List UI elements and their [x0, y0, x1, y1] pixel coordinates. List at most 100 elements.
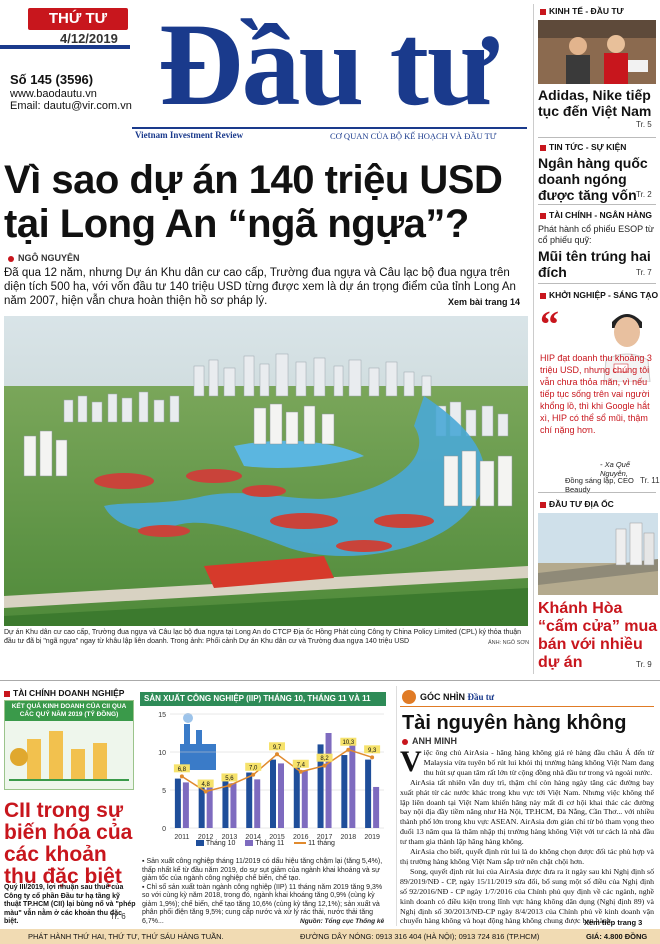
adidas-photo — [538, 20, 656, 84]
point-label-bg — [340, 737, 357, 746]
point-label: 10,3 — [342, 740, 354, 746]
ceo-quote: HIP đạt doanh thu khoảng 3 triệu USD, nh… — [540, 353, 652, 435]
khanh-hoa-photo — [538, 513, 658, 595]
bar-thang-10 — [365, 759, 372, 828]
x-tick-label: 2013 — [222, 834, 238, 841]
main-headline[interactable]: Vì sao dự án 140 triệu USD tại Long An “… — [4, 158, 530, 246]
opinion-column — [396, 686, 658, 926]
opinion-dropcap: V — [400, 745, 422, 778]
legend-swatch-11m — [294, 842, 307, 845]
column-divider — [533, 4, 534, 674]
sidebar-separator — [538, 137, 656, 138]
point-label-bg — [245, 762, 262, 771]
cii-infographic: KẾT QUẢ KINH DOANH CỦA CII QUA CÁC QUÝ N… — [4, 700, 134, 790]
main-headline-line1: Vì sao dự án 140 triệu USD — [4, 158, 503, 202]
point-label: 7,0 — [249, 765, 258, 771]
opinion-label-text: GÓC NHÌN — [420, 692, 465, 702]
bottom-rule — [0, 680, 660, 681]
bar-thang-10 — [270, 759, 276, 828]
construction-site-illustration — [538, 513, 658, 595]
bar-thang-10 — [174, 778, 181, 828]
main-see-page[interactable]: Xem bài trang 14 — [448, 297, 521, 307]
point-11-thang — [227, 783, 232, 788]
point-label: 9,3 — [368, 748, 377, 754]
x-tick-label: 2018 — [341, 834, 357, 841]
point-label-bg — [364, 745, 381, 754]
footer-bar — [0, 929, 660, 944]
sidebar-headline-adidas[interactable]: Adidas, Nike tiếp tục đến Việt Nam — [538, 87, 652, 119]
header-rule — [0, 45, 130, 49]
bar-thang-11 — [349, 744, 356, 828]
bar-thang-11 — [182, 782, 189, 828]
bar-thang-11 — [301, 770, 308, 828]
bar-thang-11 — [278, 763, 284, 828]
iip-chart-svg: 0 5 10 15 2011 2012 2013 2014 2015 2016 2017 2018 20… — [158, 712, 384, 841]
main-photo — [4, 316, 528, 626]
x-tick-label: 2012 — [198, 834, 214, 841]
main-headline-line2: tại Long An “ngã ngựa”? — [4, 202, 469, 246]
x-tick-label: 2011 — [174, 834, 189, 841]
opinion-paragraph-1: iệc ông chủ AirAsia - hãng hàng không gi… — [423, 748, 654, 777]
iip-bullet-1-text: Sản xuất công nghiệp tháng 11/2019 có dấ… — [142, 858, 383, 882]
point-11-thang — [346, 747, 351, 752]
ceo-role: Đồng sáng lập, CEO Beaudy — [565, 476, 634, 494]
y-tick-label: 0 — [162, 826, 166, 833]
sidebar-headline-esop[interactable]: Mũi tên trúng hai đích — [538, 248, 651, 280]
sidebar-separator — [538, 492, 656, 493]
ceo-portrait — [596, 304, 658, 382]
footer-publishing: PHÁT HÀNH THỨ HAI, THỨ TƯ, THỨ SÁU HÀNG … — [28, 932, 224, 941]
person-portrait-icon — [596, 304, 658, 382]
point-11-thang — [370, 755, 375, 760]
legend-swatch-t11 — [245, 840, 254, 847]
bottom-section-finance: TÀI CHÍNH DOANH NGHIỆP — [4, 688, 124, 698]
sidebar-section-news: TIN TỨC - SỰ KIỆN — [540, 142, 626, 152]
iip-bullet-2-text: Chỉ số sản xuất toàn ngành công nghiệp (… — [142, 883, 383, 925]
opinion-paragraph-3: AirAsia cho biết, quyết định rút lui là … — [400, 847, 654, 866]
website-link[interactable]: www.baodautu.vn — [10, 88, 97, 100]
factory-icon — [180, 713, 216, 770]
point-label: 9,7 — [273, 745, 282, 751]
sidebar-headline-khanh-hoa[interactable]: Khánh Hòa “cấm cửa” mua bán với nhiều dự… — [538, 600, 658, 671]
point-11-thang — [251, 772, 256, 777]
point-11-thang — [322, 763, 327, 768]
point-label: 4,8 — [201, 782, 210, 788]
sidebar-page-2: Tr. 2 — [636, 190, 652, 199]
point-11-thang — [298, 769, 303, 774]
legend-label-11m: 11 tháng — [308, 840, 335, 847]
masthead-logo: Đầu tư — [158, 0, 497, 130]
iip-chart-legend: Tháng 10 Tháng 11 11 tháng — [196, 840, 386, 852]
bar-thang-11 — [206, 785, 213, 828]
point-label: 7,4 — [297, 762, 306, 768]
sidebar-page-9: Tr. 9 — [636, 660, 652, 669]
email-link[interactable]: Email: dautu@vir.com.vn — [10, 100, 132, 112]
legend-swatch-t10 — [196, 840, 204, 847]
point-label-bg — [197, 779, 214, 788]
y-tick-label: 15 — [158, 712, 166, 719]
cii-headline[interactable]: CII trong sự biến hóa của các khoản thu … — [4, 799, 133, 888]
point-label-bg — [221, 773, 238, 782]
cii-body: Quý III/2019, lợi nhuận sau thuế của Côn… — [4, 884, 136, 926]
y-tick-label: 5 — [162, 788, 166, 795]
cii-coins-chart — [9, 731, 129, 781]
opinion-paragraph-4: Song, quyết định rút lui của AirAsia đượ… — [400, 866, 654, 926]
point-label-bg — [292, 759, 309, 768]
legend-label-t10: Tháng 10 — [205, 840, 236, 847]
bar-thang-10 — [198, 786, 205, 828]
x-tick-label: 2014 — [245, 834, 261, 841]
sidebar-esop-subhead: Phát hành cổ phiếu ESOP từ cổ phiếu quỹ: — [538, 224, 654, 245]
point-label-bg — [316, 753, 333, 762]
iip-source: Nguồn: Tổng cục Thống kê — [300, 918, 385, 925]
bar-thang-10 — [293, 765, 300, 828]
iip-chart-title: SẢN XUẤT CÔNG NGHIỆP (IIP) THÁNG 10, THÁ… — [140, 692, 386, 717]
point-label-bg — [173, 764, 190, 773]
x-tick-label: 2016 — [293, 834, 309, 841]
main-lede: Đã qua 12 năm, nhưng Dự án Khu dân cư ca… — [4, 267, 516, 307]
sidebar-page-7: Tr. 7 — [636, 268, 652, 277]
sidebar-headline-banks[interactable]: Ngân hàng quốc doanh ngóng được tăng vốn — [538, 155, 648, 203]
bar-thang-10 — [246, 772, 253, 828]
masthead-rule — [132, 127, 527, 129]
opinion-headline[interactable]: Tài nguyên hàng không — [402, 712, 627, 734]
opinion-label: GÓC NHÌN Đầu tư — [420, 692, 494, 702]
opinion-see-page[interactable]: Xem tiếp trang 3 — [584, 918, 643, 927]
opinion-paragraph-2: AirAsia tất nhiên vẫn duy trì, thậm chí … — [400, 777, 654, 847]
